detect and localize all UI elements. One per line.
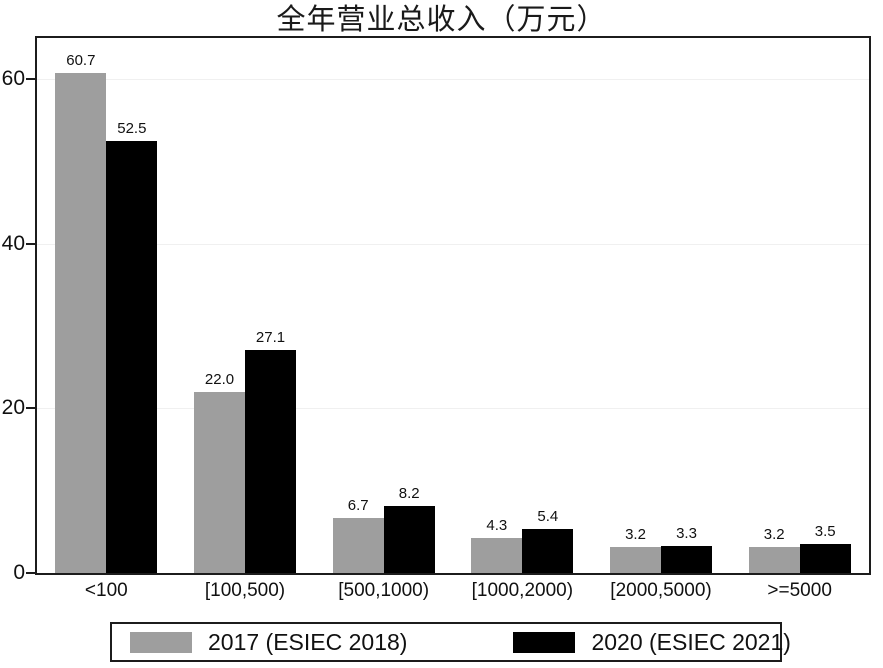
x-category-label-2: [500,1000)	[338, 580, 430, 601]
x-category-label-5: >=5000	[767, 580, 832, 601]
y-tick-label-60: 60	[1, 67, 25, 91]
bar-value-label-2017-1: 22.0	[204, 370, 235, 388]
bar-2017-2	[332, 517, 384, 573]
y-tick-mark-0	[26, 572, 35, 574]
bar-2017-5	[748, 546, 800, 573]
bar-value-label-2020-5: 3.5	[814, 523, 836, 541]
x-category-label-3: [1000,2000)	[471, 580, 574, 601]
bar-value-label-2017-2: 6.7	[347, 496, 369, 514]
gridline-y-20	[37, 408, 869, 410]
x-category-label-0: <100	[84, 580, 128, 601]
gridline-y-40	[37, 243, 869, 245]
legend-entry-2017[interactable]: 2017 (ESIEC 2018)	[130, 624, 407, 660]
bar-value-label-2017-4: 3.2	[625, 525, 646, 543]
bar-2017-0	[55, 73, 107, 573]
bar-2020-4	[661, 545, 712, 573]
y-tick-mark-20	[26, 407, 35, 410]
bar-2017-4	[610, 546, 661, 573]
bar-2020-1	[245, 349, 296, 573]
gridline-y-60	[37, 79, 869, 81]
legend-swatch-2020-icon	[513, 631, 576, 653]
x-category-label-4: [2000,5000)	[610, 580, 712, 601]
bar-2017-3	[471, 537, 523, 573]
bar-2020-2	[383, 505, 435, 573]
plot-frame: 60.7 52.5 22.0 27.1 6.7 8.2 4.3 5.4 3.2 3.3 3.2 3.5	[35, 36, 871, 575]
bar-value-label-2020-1: 27.1	[255, 328, 286, 346]
plot-area: 60.7 52.5 22.0 27.1 6.7 8.2 4.3 5.4 3.2 3.3 3.2 3.5	[37, 38, 869, 573]
y-tick-mark-60	[26, 78, 35, 81]
bar-value-label-2020-3: 5.4	[537, 507, 559, 525]
chart-legend: 2017 (ESIEC 2018) 2020 (ESIEC 2021)	[110, 622, 791, 662]
bar-value-label-2020-2: 8.2	[398, 484, 420, 502]
bar-value-label-2017-3: 4.3	[486, 516, 508, 534]
legend-swatch-2017-icon	[130, 631, 192, 653]
bar-2020-5	[799, 544, 851, 573]
legend-label-2020: 2020 (ESIEC 2021)	[591, 628, 791, 655]
bar-2020-0	[106, 140, 158, 573]
bar-value-label-2017-5: 3.2	[763, 525, 785, 543]
chart-title: 全年营业总收入（万元）	[276, 4, 607, 36]
bar-2017-1	[194, 391, 245, 573]
legend-label-2017: 2017 (ESIEC 2018)	[208, 628, 408, 655]
legend-entry-2020[interactable]: 2020 (ESIEC 2021)	[513, 624, 791, 660]
bar-value-label-2020-0: 52.5	[117, 119, 147, 137]
y-tick-label-40: 40	[1, 231, 25, 255]
bar-2020-3	[522, 528, 574, 573]
y-tick-label-0: 0	[13, 561, 25, 584]
y-tick-mark-40	[26, 242, 35, 245]
x-category-label-1: [100,500)	[204, 580, 286, 601]
y-tick-label-20: 20	[1, 396, 25, 420]
bar-value-label-2017-0: 60.7	[66, 52, 96, 70]
bar-value-label-2020-4: 3.3	[676, 524, 697, 542]
